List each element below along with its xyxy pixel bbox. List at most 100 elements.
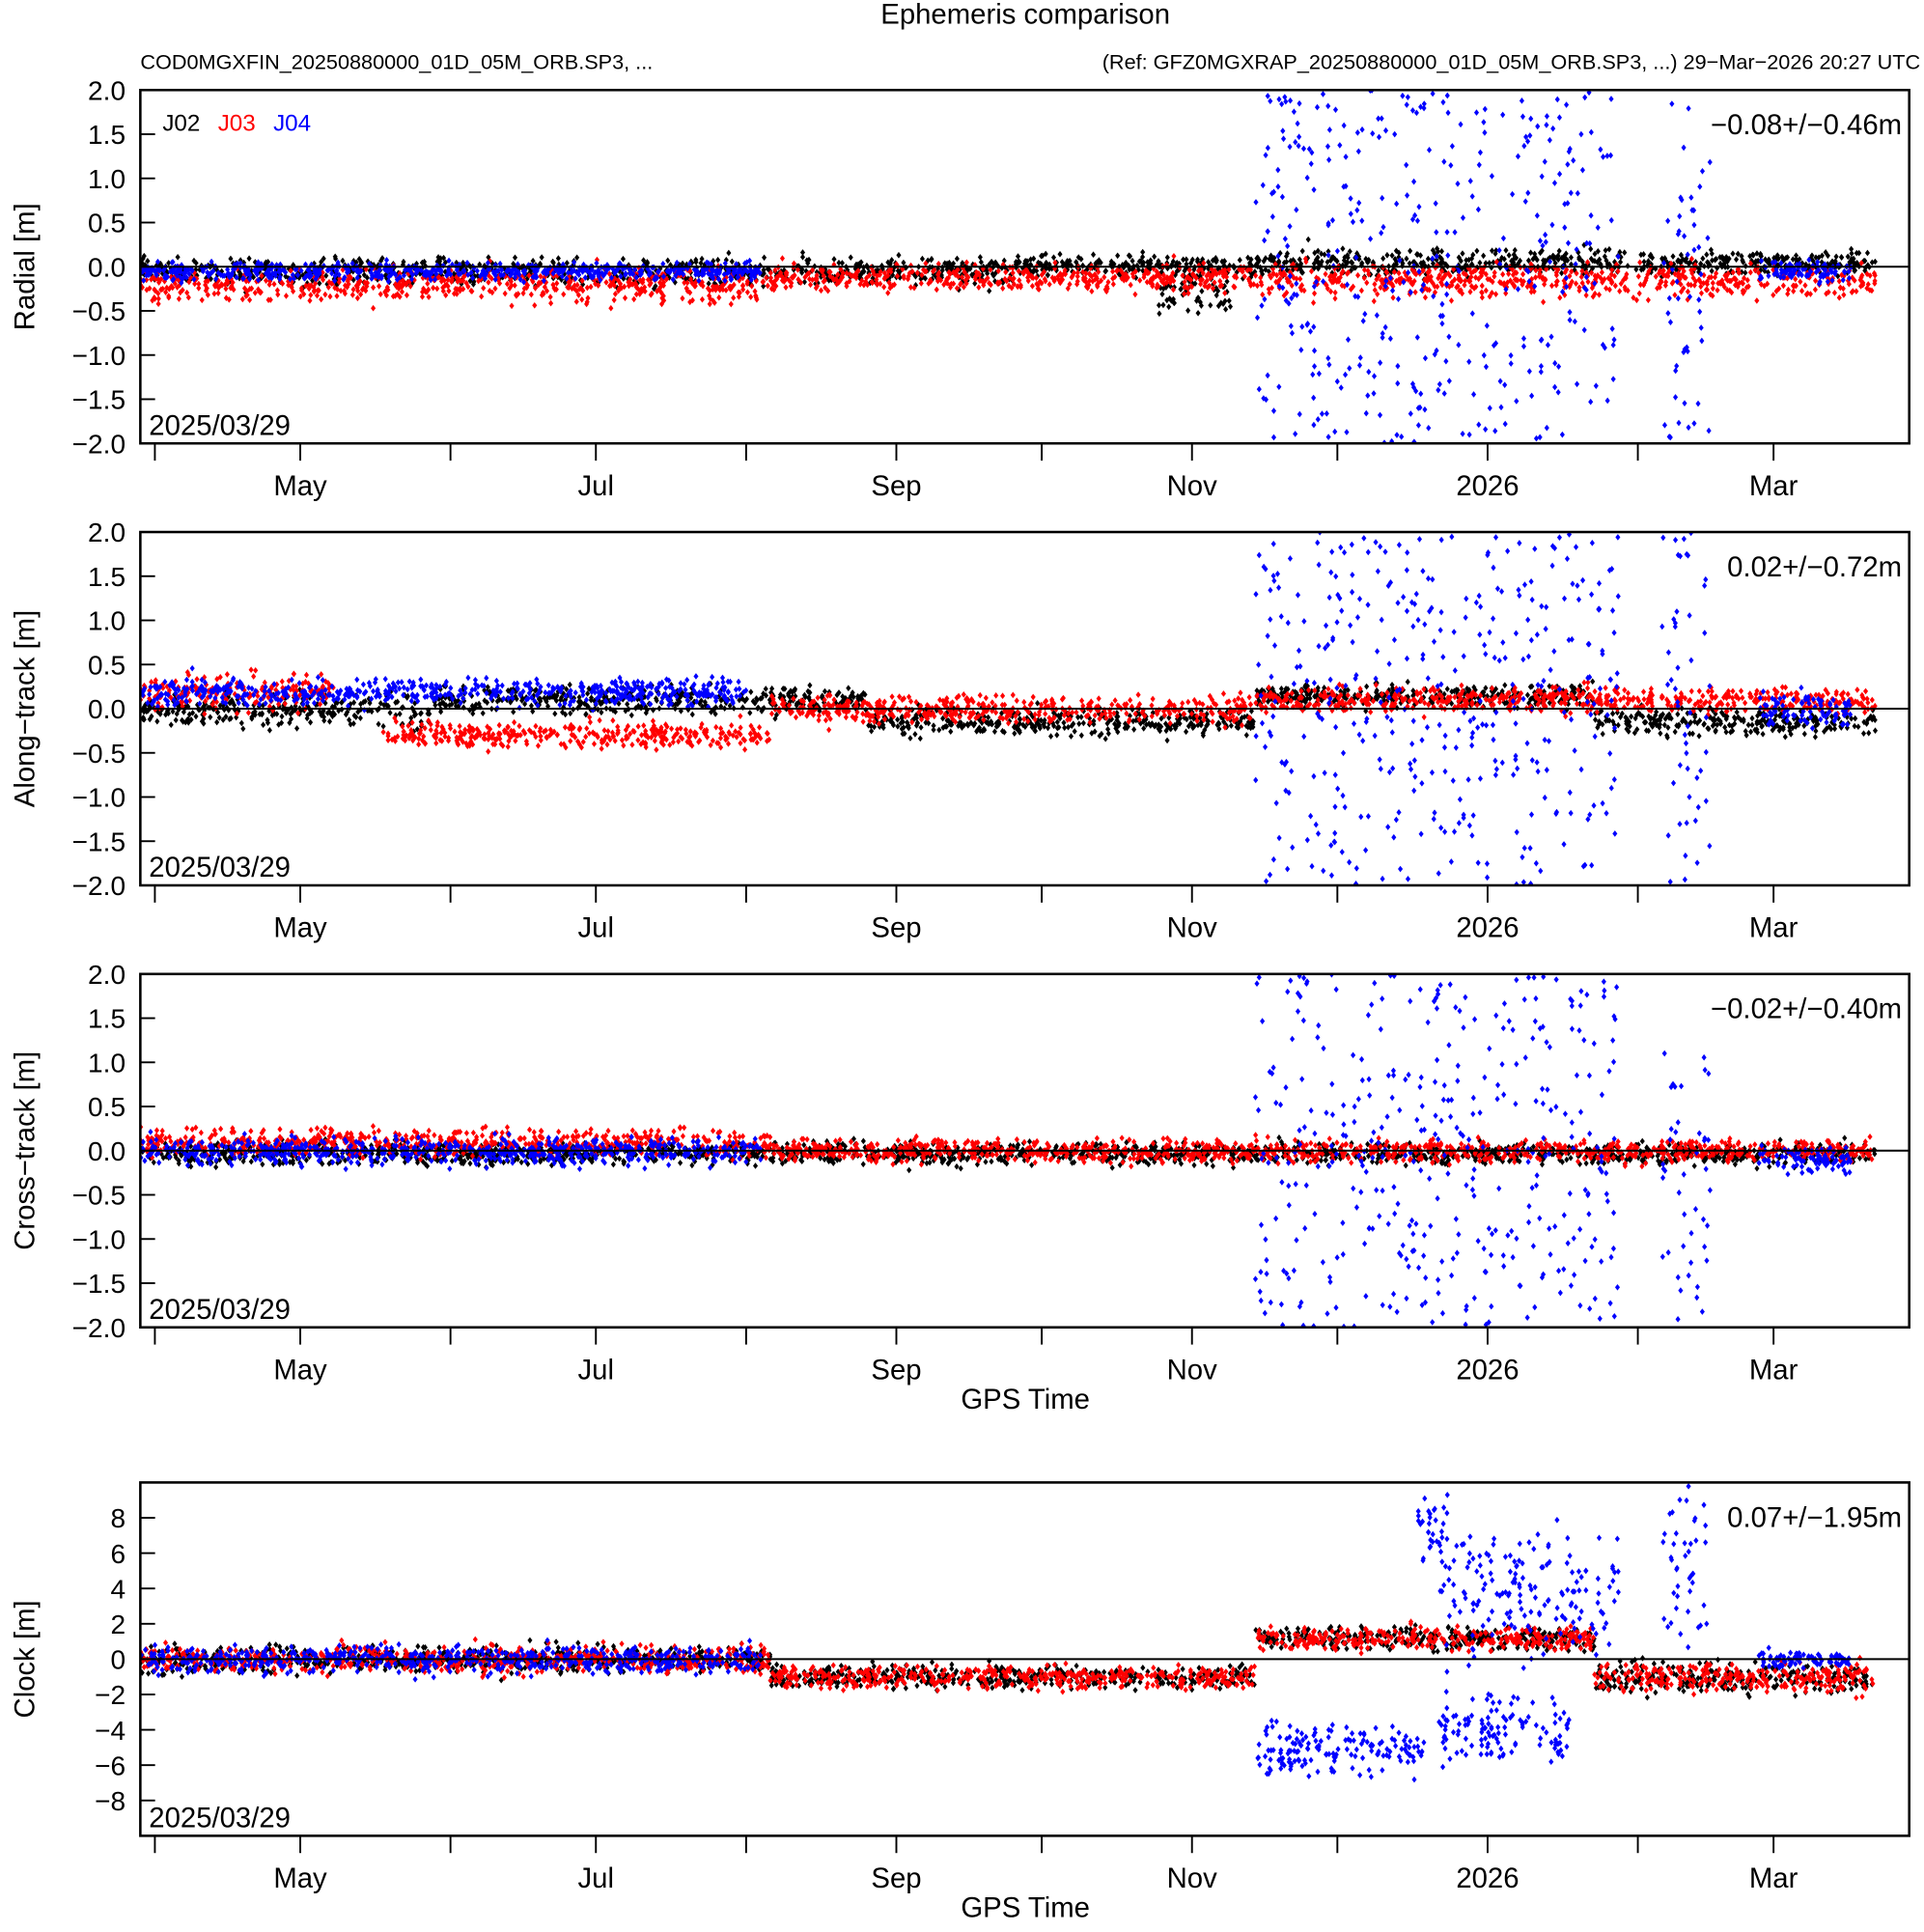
point-j03 (354, 294, 360, 302)
x-tick-label: Nov (1167, 470, 1217, 502)
point-j02 (279, 713, 285, 720)
point-j03 (303, 282, 309, 290)
point-j03 (911, 284, 917, 292)
point-j04 (1376, 115, 1381, 123)
point-j03 (486, 279, 491, 286)
point-j02 (1741, 259, 1746, 266)
point-j04 (1312, 363, 1318, 370)
point-j02 (620, 255, 627, 263)
point-j02 (1503, 246, 1509, 254)
point-j04 (1539, 173, 1545, 181)
point-j02 (1347, 248, 1352, 255)
point-j03 (642, 284, 648, 291)
point-j03 (481, 285, 487, 292)
point-j02 (1721, 260, 1727, 267)
point-j03 (1836, 277, 1842, 285)
point-j02 (356, 256, 362, 263)
point-j02 (1208, 301, 1213, 309)
point-j04 (1547, 136, 1552, 144)
y-tick-label: −2.0 (72, 429, 125, 459)
point-j04 (1497, 378, 1503, 385)
point-j03 (1018, 283, 1023, 291)
point-j03 (760, 278, 766, 286)
point-j03 (1799, 288, 1805, 294)
point-j03 (465, 283, 471, 291)
point-j04 (1466, 358, 1472, 365)
point-j03 (720, 286, 726, 294)
point-j02 (1602, 253, 1607, 260)
point-j03 (166, 293, 172, 299)
point-j03 (219, 281, 225, 289)
point-j04 (1610, 342, 1616, 349)
point-j02 (1342, 254, 1348, 261)
point-j03 (1144, 278, 1150, 286)
point-j04 (1434, 229, 1439, 236)
point-j04 (1544, 122, 1549, 128)
point-j03 (1212, 279, 1217, 287)
point-j04 (1311, 394, 1317, 402)
point-j03 (212, 283, 218, 290)
point-j02 (1111, 261, 1117, 267)
point-j02 (317, 280, 322, 287)
point-j02 (1506, 252, 1512, 259)
point-j03 (634, 284, 640, 291)
point-j03 (283, 293, 290, 299)
point-j02 (1501, 256, 1507, 263)
point-j02 (799, 253, 806, 261)
point-j02 (1735, 250, 1741, 258)
point-j03 (1219, 282, 1225, 290)
point-j02 (1678, 251, 1684, 259)
point-j04 (1574, 380, 1580, 388)
point-j03 (1710, 285, 1715, 293)
point-j03 (205, 277, 210, 285)
point-j02 (1809, 252, 1815, 259)
point-j04 (1562, 224, 1568, 232)
point-j02 (1031, 266, 1037, 274)
point-j04 (1332, 106, 1339, 113)
point-j02 (1227, 303, 1234, 310)
point-j02 (1415, 251, 1421, 258)
point-j04 (1483, 426, 1489, 433)
point-j03 (334, 293, 340, 299)
point-j04 (1254, 314, 1261, 322)
point-j04 (1343, 154, 1349, 160)
point-j02 (1380, 255, 1386, 263)
y-tick-label: 2.0 (88, 75, 125, 105)
point-j03 (1101, 273, 1107, 281)
point-j03 (1836, 294, 1842, 301)
point-j03 (291, 288, 296, 295)
point-j03 (1643, 274, 1650, 282)
point-j04 (1416, 203, 1422, 210)
point-j03 (275, 291, 281, 298)
subtitle-left: COD0MGXFIN_20250880000_01D_05M_ORB.SP3, … (140, 50, 653, 74)
point-j03 (1479, 282, 1485, 290)
point-j04 (1466, 431, 1472, 438)
point-j04 (1439, 320, 1445, 327)
point-j03 (1452, 276, 1458, 283)
point-j04 (1350, 218, 1356, 226)
point-j04 (1455, 180, 1461, 187)
point-j02 (1014, 261, 1019, 267)
point-j03 (658, 300, 665, 308)
point-j03 (795, 276, 801, 283)
point-j04 (1565, 160, 1571, 168)
point-j04 (1411, 178, 1417, 185)
point-j04 (1500, 111, 1506, 119)
point-j02 (831, 256, 837, 263)
point-j03 (1132, 291, 1138, 298)
point-j03 (364, 279, 371, 287)
point-j03 (289, 284, 294, 291)
point-j03 (509, 282, 515, 289)
point-j03 (536, 279, 542, 287)
point-j04 (1537, 434, 1543, 441)
point-j03 (1156, 283, 1161, 291)
point-j04 (1682, 400, 1687, 406)
point-j03 (1520, 270, 1526, 278)
point-j03 (1500, 270, 1506, 278)
point-j02 (1396, 249, 1402, 257)
point-j02 (1115, 252, 1121, 260)
point-j03 (740, 286, 746, 294)
point-j03 (847, 278, 852, 285)
point-j03 (923, 260, 929, 267)
point-j02 (942, 260, 948, 266)
